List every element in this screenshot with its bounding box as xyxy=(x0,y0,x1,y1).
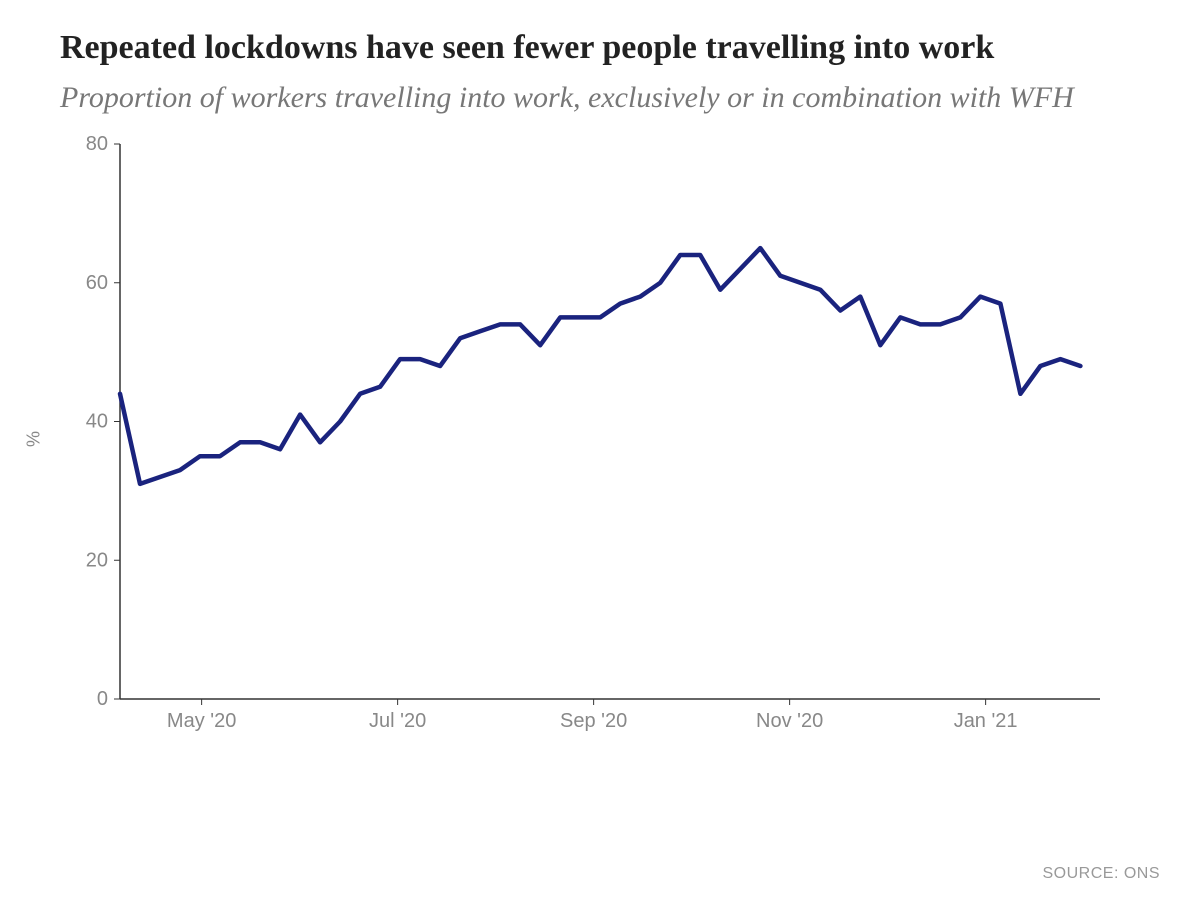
x-tick-label: Sep '20 xyxy=(560,710,627,732)
chart-subtitle: Proportion of workers travelling into wo… xyxy=(60,79,1160,117)
y-axis-label: % xyxy=(24,431,45,447)
x-tick-label: Nov '20 xyxy=(756,710,823,732)
y-tick-label: 0 xyxy=(97,688,108,710)
x-tick-label: Jul '20 xyxy=(369,710,426,732)
x-tick-label: May '20 xyxy=(167,710,236,732)
chart-title: Repeated lockdowns have seen fewer peopl… xyxy=(60,28,1160,69)
x-tick-label: Jan '21 xyxy=(954,710,1018,732)
data-line xyxy=(120,248,1080,484)
y-tick-label: 80 xyxy=(86,134,108,155)
y-tick-label: 20 xyxy=(86,550,108,572)
y-tick-label: 40 xyxy=(86,411,108,433)
chart-area: % 020406080May '20Jul '20Sep '20Nov '20J… xyxy=(60,134,1160,744)
y-tick-label: 60 xyxy=(86,272,108,294)
line-chart: 0 20 40 60 80 May '20 Jul '20 Sep '20 Nov '20 Jan… xyxy=(60,134,1110,744)
source-label: SOURCE: ONS xyxy=(1042,865,1160,883)
